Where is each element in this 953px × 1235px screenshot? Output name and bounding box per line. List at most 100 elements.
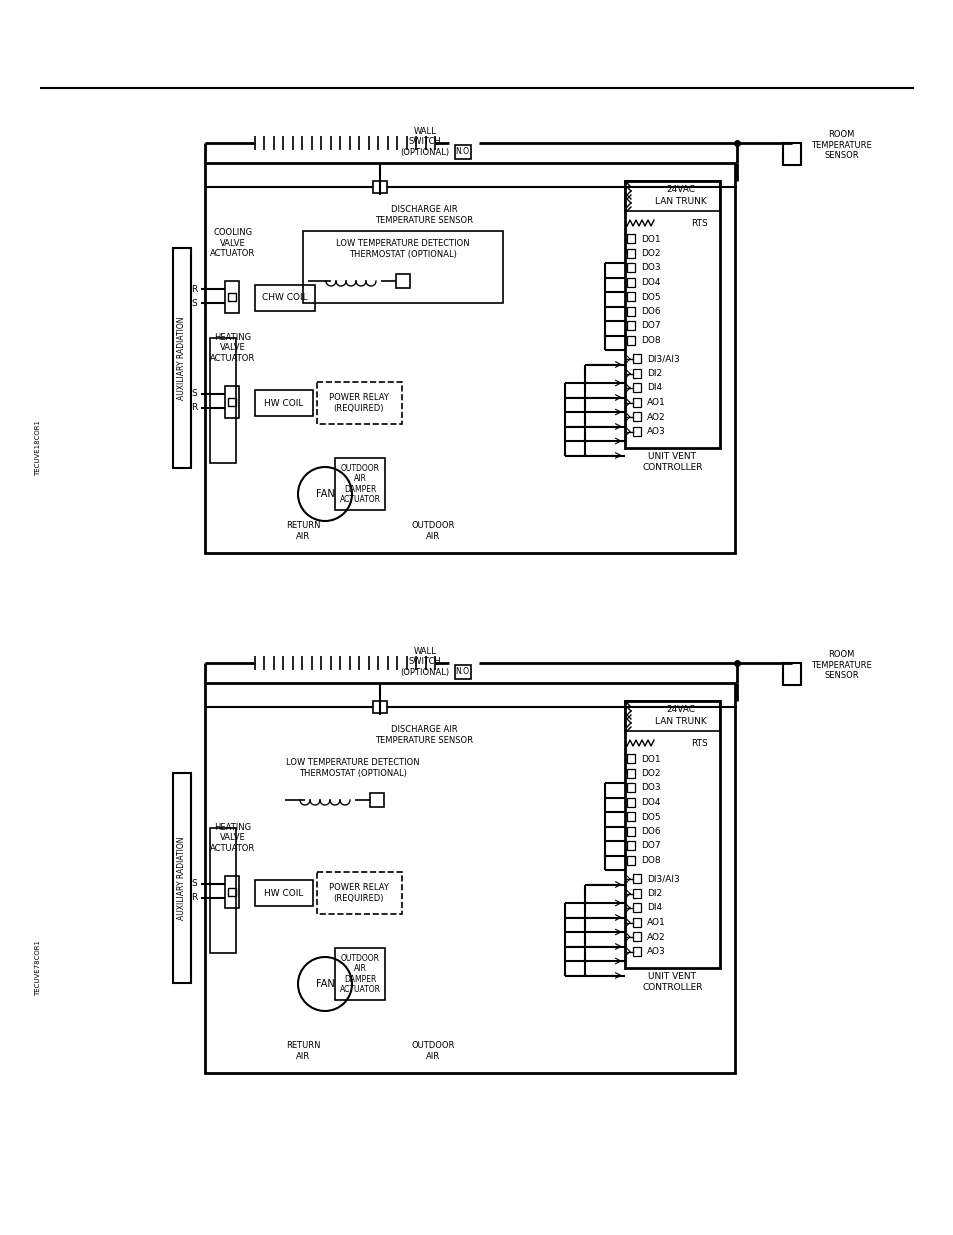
Bar <box>633 354 640 363</box>
Text: DO2: DO2 <box>640 769 659 778</box>
Text: RETURN
AIR: RETURN AIR <box>286 1041 320 1061</box>
Text: DO5: DO5 <box>640 813 659 821</box>
Text: DO6: DO6 <box>640 308 659 316</box>
Text: AO2: AO2 <box>646 932 665 941</box>
Bar <box>782 143 801 165</box>
Text: UNIT VENT
CONTROLLER: UNIT VENT CONTROLLER <box>641 452 702 472</box>
Text: UNIT VENT
CONTROLLER: UNIT VENT CONTROLLER <box>641 972 702 992</box>
Text: HW COIL: HW COIL <box>264 888 303 898</box>
Text: OUTDOOR
AIR
DAMPER
ACTUATOR: OUTDOOR AIR DAMPER ACTUATOR <box>339 953 380 994</box>
Text: DISCHARGE AIR
TEMPERATURE SENSOR: DISCHARGE AIR TEMPERATURE SENSOR <box>375 205 473 225</box>
Text: N.O.: N.O. <box>455 667 471 677</box>
Text: WALL
SWITCH
(OPTIONAL): WALL SWITCH (OPTIONAL) <box>400 127 449 157</box>
Bar <box>626 783 635 792</box>
Bar <box>395 274 410 288</box>
Bar <box>626 248 635 258</box>
Bar <box>633 903 640 911</box>
Text: OUTDOOR
AIR: OUTDOOR AIR <box>411 521 455 541</box>
Text: R: R <box>191 893 196 903</box>
Bar <box>316 382 401 424</box>
Bar <box>205 683 734 1073</box>
Text: LAN TRUNK: LAN TRUNK <box>654 198 705 206</box>
Bar <box>210 827 235 953</box>
Text: ROOM
TEMPERATURE
SENSOR: ROOM TEMPERATURE SENSOR <box>810 130 871 159</box>
Text: S: S <box>191 389 196 399</box>
Text: HEATING
VALVE
ACTUATOR: HEATING VALVE ACTUATOR <box>211 823 255 853</box>
Bar <box>316 872 401 914</box>
Text: DO3: DO3 <box>640 783 659 793</box>
Text: AO1: AO1 <box>646 398 665 408</box>
Text: DO8: DO8 <box>640 856 659 864</box>
Text: AUXILIARY RADIATION: AUXILIARY RADIATION <box>177 316 186 400</box>
Text: OUTDOOR
AIR
DAMPER
ACTUATOR: OUTDOOR AIR DAMPER ACTUATOR <box>339 464 380 504</box>
Text: DI4: DI4 <box>646 384 661 393</box>
Text: DO7: DO7 <box>640 321 659 331</box>
Text: DI3/AI3: DI3/AI3 <box>646 874 679 883</box>
Text: AO1: AO1 <box>646 918 665 927</box>
Text: R: R <box>191 284 196 294</box>
Bar <box>626 841 635 850</box>
Bar <box>626 826 635 836</box>
Bar <box>626 755 635 763</box>
Bar <box>225 387 239 417</box>
Text: ROOM
TEMPERATURE
SENSOR: ROOM TEMPERATURE SENSOR <box>810 650 871 680</box>
Bar <box>455 664 471 679</box>
Text: HW COIL: HW COIL <box>264 399 303 408</box>
Bar <box>626 233 635 243</box>
Bar <box>335 948 385 1000</box>
Bar <box>626 306 635 315</box>
Text: DO8: DO8 <box>640 336 659 345</box>
Bar <box>624 701 720 968</box>
Text: 24VAC: 24VAC <box>665 185 695 194</box>
Bar <box>172 773 191 983</box>
Bar <box>633 426 640 436</box>
Bar <box>225 282 239 312</box>
Bar <box>633 932 640 941</box>
Text: AO3: AO3 <box>646 947 665 956</box>
Bar <box>626 291 635 301</box>
Text: N.O.: N.O. <box>455 147 471 157</box>
Bar <box>228 398 235 406</box>
Text: DO5: DO5 <box>640 293 659 301</box>
Text: R: R <box>191 404 196 412</box>
Text: CHW COIL: CHW COIL <box>262 294 308 303</box>
Text: DI2: DI2 <box>646 369 661 378</box>
Bar <box>782 663 801 685</box>
Text: COOLING
VALVE
ACTUATOR: COOLING VALVE ACTUATOR <box>211 228 255 258</box>
Text: S: S <box>191 299 196 308</box>
Text: 24VAC: 24VAC <box>665 705 695 715</box>
Text: DI4: DI4 <box>646 904 661 913</box>
Bar <box>373 701 387 713</box>
Text: DO1: DO1 <box>640 755 659 763</box>
Bar <box>633 946 640 956</box>
Text: RTS: RTS <box>691 219 708 227</box>
Bar <box>254 285 314 311</box>
Text: AO3: AO3 <box>646 427 665 436</box>
Text: OUTDOOR
AIR: OUTDOOR AIR <box>411 1041 455 1061</box>
Bar <box>633 412 640 421</box>
Bar <box>633 398 640 406</box>
Bar <box>626 768 635 778</box>
Text: RETURN
AIR: RETURN AIR <box>286 521 320 541</box>
Text: S: S <box>191 879 196 888</box>
Text: FAN: FAN <box>315 979 334 989</box>
Text: DISCHARGE AIR
TEMPERATURE SENSOR: DISCHARGE AIR TEMPERATURE SENSOR <box>375 725 473 745</box>
Text: DO2: DO2 <box>640 249 659 258</box>
Text: DO4: DO4 <box>640 278 659 287</box>
Text: DO1: DO1 <box>640 235 659 243</box>
Bar <box>626 798 635 806</box>
Bar <box>626 336 635 345</box>
Text: HEATING
VALVE
ACTUATOR: HEATING VALVE ACTUATOR <box>211 333 255 363</box>
Bar <box>624 182 720 448</box>
Text: TECUVE78COR1: TECUVE78COR1 <box>35 940 41 995</box>
Bar <box>373 182 387 193</box>
Bar <box>370 793 384 806</box>
Bar <box>626 278 635 287</box>
Text: DI3/AI3: DI3/AI3 <box>646 354 679 363</box>
Bar <box>254 390 313 416</box>
Bar <box>254 881 313 906</box>
Bar <box>225 876 239 908</box>
Text: AUXILIARY RADIATION: AUXILIARY RADIATION <box>177 836 186 920</box>
Text: LAN TRUNK: LAN TRUNK <box>654 718 705 726</box>
Bar <box>303 231 502 303</box>
